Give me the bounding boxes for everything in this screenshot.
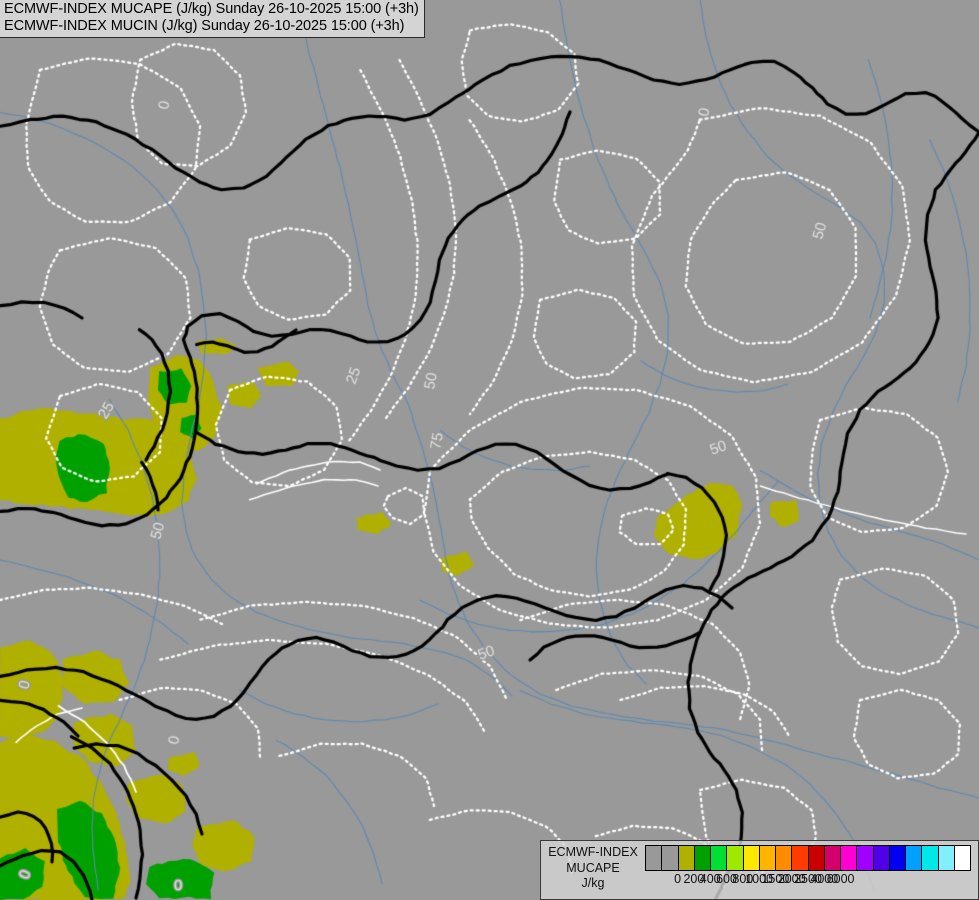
colorbar-swatch-12 — [841, 846, 857, 870]
legend-scale: 0 200 400 600 800 1000 1500 2000 2500 4000 6000 — [645, 841, 978, 889]
colorbar-swatch-1 — [662, 846, 678, 870]
colorbar-tick-0: 0 — [674, 872, 681, 886]
map-title-box: ECMWF-INDEX MUCAPE (J/kg) Sunday 26-10-2… — [0, 0, 425, 38]
colorbar-swatch-3 — [695, 846, 711, 870]
colorbar-swatch-0 — [646, 846, 662, 870]
weather-map-raster[interactable] — [0, 0, 979, 900]
map-title-line-mucape: ECMWF-INDEX MUCAPE (J/kg) Sunday 26-10-2… — [4, 1, 419, 18]
colorbar-swatch-14 — [874, 846, 890, 870]
colorbar-swatch-9 — [792, 846, 808, 870]
colorbar-swatch-15 — [890, 846, 906, 870]
colorbar-swatch-18 — [939, 846, 955, 870]
colorbar-swatch-11 — [825, 846, 841, 870]
colorbar-swatch-13 — [857, 846, 873, 870]
colorbar-swatch-2 — [679, 846, 695, 870]
legend-parameter: MUCAPE — [541, 861, 645, 877]
colorbar-tick-labels: 0 200 400 600 800 1000 1500 2000 2500 4000 6000 — [645, 871, 971, 889]
colorbar-swatch-5 — [727, 846, 743, 870]
weather-map-viewport: ECMWF-INDEX MUCAPE (J/kg) Sunday 26-10-2… — [0, 0, 979, 900]
colorbar-legend: ECMWF-INDEX MUCAPE J/kg 0 200 400 600 800 100… — [540, 840, 979, 900]
colorbar-tick-6000: 6000 — [827, 872, 855, 886]
colorbar-swatch-10 — [809, 846, 825, 870]
colorbar-swatch-6 — [744, 846, 760, 870]
colorbar-swatch-16 — [906, 846, 922, 870]
colorbar-swatch-8 — [776, 846, 792, 870]
colorbar-swatch-19 — [955, 846, 970, 870]
map-title-line-mucin: ECMWF-INDEX MUCIN (J/kg) Sunday 26-10-20… — [4, 18, 419, 35]
legend-units: J/kg — [541, 876, 645, 892]
colorbar-swatch-4 — [711, 846, 727, 870]
colorbar-swatches — [645, 845, 971, 871]
legend-model: ECMWF-INDEX — [541, 845, 645, 861]
colorbar-swatch-17 — [922, 846, 938, 870]
colorbar-swatch-7 — [760, 846, 776, 870]
legend-caption: ECMWF-INDEX MUCAPE J/kg — [541, 841, 645, 892]
